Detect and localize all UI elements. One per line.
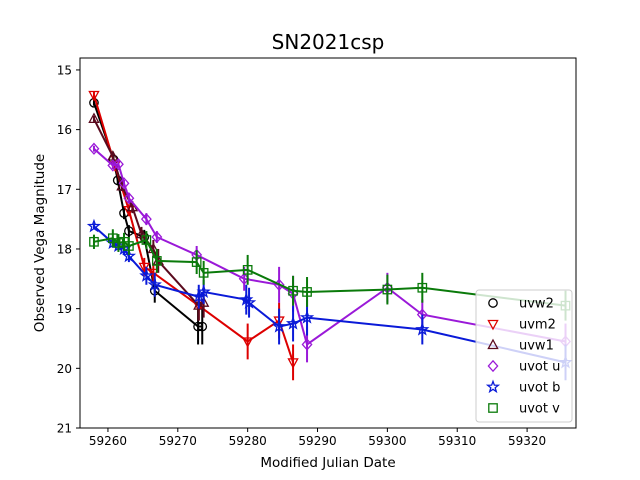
data-point <box>382 284 393 295</box>
data-point <box>113 238 124 248</box>
data-point <box>141 235 152 245</box>
data-point <box>191 257 202 267</box>
data-point <box>415 322 430 336</box>
data-point <box>89 236 99 247</box>
data-point <box>88 90 100 102</box>
data-point <box>124 241 134 251</box>
data-point <box>193 299 205 310</box>
x-tick-label: 59300 <box>368 434 406 448</box>
legend-item: uvw2 <box>488 297 554 312</box>
data-point <box>112 158 124 171</box>
data-point <box>299 310 315 324</box>
y-axis-label: Observed Vega Magnitude <box>32 154 48 332</box>
data-point <box>140 212 152 226</box>
legend-label: uvot v <box>519 402 560 417</box>
legend-marker <box>488 298 498 308</box>
data-point <box>86 218 102 233</box>
data-point <box>285 316 301 330</box>
x-tick-label: 59320 <box>508 434 546 448</box>
data-point <box>123 192 135 205</box>
legend-item: uvot b <box>485 379 560 396</box>
legend-marker <box>487 359 499 373</box>
data-point <box>88 112 100 124</box>
x-tick-label: 59270 <box>159 434 197 448</box>
y-tick-label: 15 <box>57 63 72 77</box>
data-point <box>271 319 287 333</box>
data-point <box>417 282 428 293</box>
data-point <box>193 321 203 332</box>
axis-ticks: 59260 59270 59280 59290 59300 59310 59320 15 16 1… <box>57 63 546 448</box>
data-point <box>287 358 299 369</box>
y-tick-label: 21 <box>57 422 72 436</box>
plot-frame <box>79 57 577 429</box>
data-point <box>88 142 100 155</box>
data-point <box>241 337 254 348</box>
legend-label: uvw2 <box>519 297 554 312</box>
data-point <box>124 226 134 236</box>
series-uvm2 <box>88 90 299 381</box>
data-point <box>89 97 99 108</box>
legend-item: uvw1 <box>487 338 554 354</box>
legend-label: uvm2 <box>519 318 556 333</box>
legend-box <box>475 289 573 423</box>
y-tick-label: 17 <box>57 183 72 197</box>
legend-marker <box>487 319 499 331</box>
series-uvot-v <box>89 229 571 321</box>
data-point <box>147 277 162 291</box>
data-point <box>121 248 137 263</box>
data-point <box>151 230 163 244</box>
data-point <box>241 295 257 309</box>
y-tick-label: 19 <box>57 302 72 316</box>
data-point <box>197 296 210 307</box>
data-point <box>151 256 162 266</box>
data-point <box>242 265 253 275</box>
legend-marker <box>485 379 501 394</box>
x-tick-label: 59280 <box>229 434 267 448</box>
legend-marker <box>488 403 498 413</box>
data-point <box>301 338 313 351</box>
x-axis-label: Modified Julian Date <box>260 455 395 471</box>
legend-marker <box>487 338 499 350</box>
data-point <box>107 159 119 172</box>
data-point <box>196 284 211 299</box>
legend-label: uvot u <box>519 360 560 375</box>
data-point <box>197 321 208 332</box>
legend-label: uvot b <box>519 381 560 396</box>
legend-item: uvot u <box>487 359 560 375</box>
legend-item: uvm2 <box>487 318 556 333</box>
data-point <box>139 268 154 282</box>
data-point <box>135 227 148 239</box>
x-tick-label: 59290 <box>298 434 336 448</box>
y-tick-label: 16 <box>57 123 72 137</box>
y-tick-label: 20 <box>57 362 72 376</box>
legend: uvw2 uvm2 uvw1 uvot u uvot b uvot v <box>475 289 573 423</box>
x-tick-label: 59260 <box>89 434 127 448</box>
data-point <box>239 292 254 306</box>
chart-title: SN2021csp <box>272 30 385 54</box>
data-point <box>302 287 312 297</box>
data-point <box>288 285 298 296</box>
data-point <box>198 267 209 278</box>
x-tick-label: 59310 <box>438 434 476 448</box>
y-tick-label: 18 <box>57 242 72 256</box>
data-point <box>118 177 130 190</box>
legend-item: uvot v <box>488 402 560 417</box>
legend-label: uvw1 <box>519 339 554 354</box>
